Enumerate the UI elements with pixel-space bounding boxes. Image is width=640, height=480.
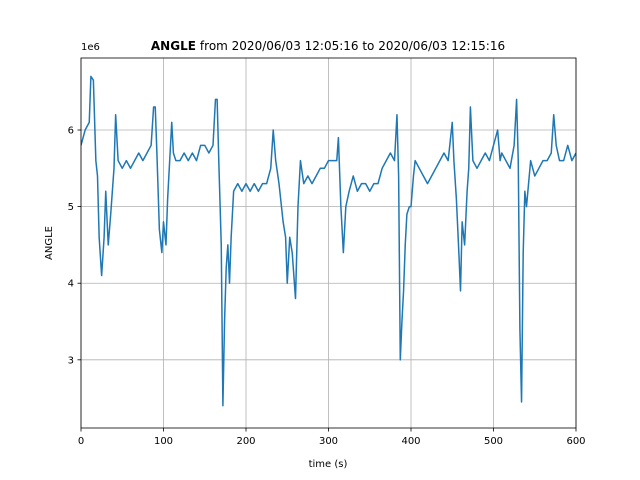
x-tick-label: 100 <box>154 436 173 447</box>
plot-frame <box>80 57 577 429</box>
y-tick-label: 3 <box>68 355 74 366</box>
y-tick-label: 4 <box>68 279 74 290</box>
chart-title: ANGLE from 2020/06/03 12:05:16 to 2020/06… <box>151 39 505 53</box>
x-tick-label: 400 <box>401 436 420 447</box>
x-tick-label: 300 <box>319 436 338 447</box>
x-tick-label: 600 <box>566 436 585 447</box>
title-bold: ANGLE <box>151 39 196 53</box>
y-tick-label: 6 <box>68 126 74 137</box>
x-tick-label: 200 <box>236 436 255 447</box>
x-tick-label: 500 <box>484 436 503 447</box>
x-axis-label: time (s) <box>309 459 348 470</box>
y-offset-label: 1e6 <box>81 42 100 53</box>
x-tick-label: 0 <box>78 436 84 447</box>
y-tick-label: 5 <box>68 202 74 213</box>
y-axis-label: ANGLE <box>44 226 55 260</box>
data-line <box>81 75 576 407</box>
title-rest: from 2020/06/03 12:05:16 to 2020/06/03 1… <box>200 39 505 53</box>
